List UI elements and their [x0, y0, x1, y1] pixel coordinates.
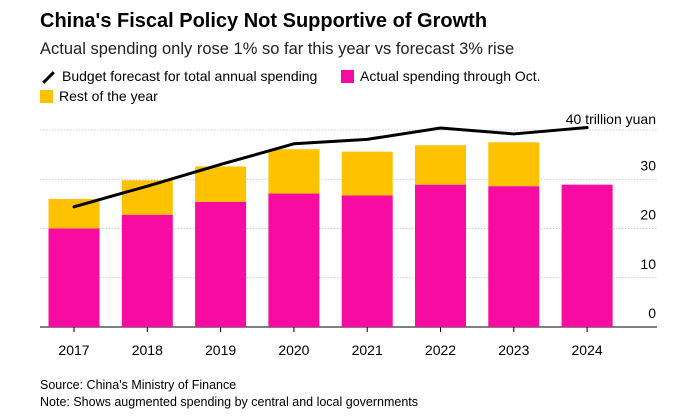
footnote: Note: Shows augmented spending by centra…: [40, 395, 419, 409]
y-tick-label-20: 20: [640, 207, 656, 223]
bar-rest-2017: [48, 198, 100, 229]
bar-rest-2021: [341, 151, 393, 196]
legend-label-forecast: Budget forecast for total annual spendin…: [62, 68, 318, 84]
bar-actual-2020: [268, 193, 320, 327]
y-tick-label-10: 10: [640, 256, 656, 272]
forecast-line: [72, 126, 589, 209]
bar-actual-2023: [488, 186, 540, 327]
source-note: Source: China's Ministry of Finance: [40, 378, 237, 392]
x-tick-label-2019: 2019: [205, 342, 236, 358]
legend-item-actual: Actual spending through Oct.: [341, 68, 541, 84]
bar-rest-2023: [488, 142, 540, 187]
bar-rest-2020: [268, 149, 320, 194]
bar-actual-2018: [121, 214, 173, 327]
legend-actual-swatch: [341, 69, 354, 83]
chart-subtitle: Actual spending only rose 1% so far this…: [40, 40, 515, 58]
legend-rest-swatch: [40, 89, 53, 103]
x-tick-label-2018: 2018: [132, 342, 163, 358]
y-axis-unit-annotation: 40 trillion yuan: [566, 111, 656, 127]
x-tick-label-2017: 2017: [58, 342, 89, 358]
bar-actual-2017: [48, 228, 100, 327]
legend-label-rest: Rest of the year: [59, 88, 158, 104]
y-tick-label-0: 0: [648, 305, 656, 321]
bar-actual-2019: [195, 201, 247, 327]
chart-title: China's Fiscal Policy Not Supportive of …: [40, 10, 488, 32]
bar-rest-2022: [415, 145, 466, 185]
line-layer: [72, 126, 589, 209]
legend-item-rest: Rest of the year: [40, 88, 158, 104]
bar-actual-2021: [341, 195, 393, 327]
x-tick-label-2024: 2024: [572, 342, 603, 358]
y-tick-label-30: 30: [640, 157, 656, 173]
bar-rest-2019: [195, 166, 247, 202]
label-layer: 0 10 20 30 40 trillion yuan 2017 2018 2019 2020 2…: [58, 111, 656, 358]
legend-label-actual: Actual spending through Oct.: [360, 68, 541, 84]
bar-actual-2022: [415, 184, 466, 327]
bar-layer: [48, 142, 613, 332]
x-tick-label-2021: 2021: [352, 342, 383, 358]
x-tick-label-2022: 2022: [425, 342, 456, 358]
x-tick-label-2023: 2023: [498, 342, 529, 358]
x-tick-label-2020: 2020: [278, 342, 309, 358]
legend-item-forecast: Budget forecast for total annual spendin…: [40, 68, 317, 84]
bar-actual-2024: [561, 184, 613, 327]
